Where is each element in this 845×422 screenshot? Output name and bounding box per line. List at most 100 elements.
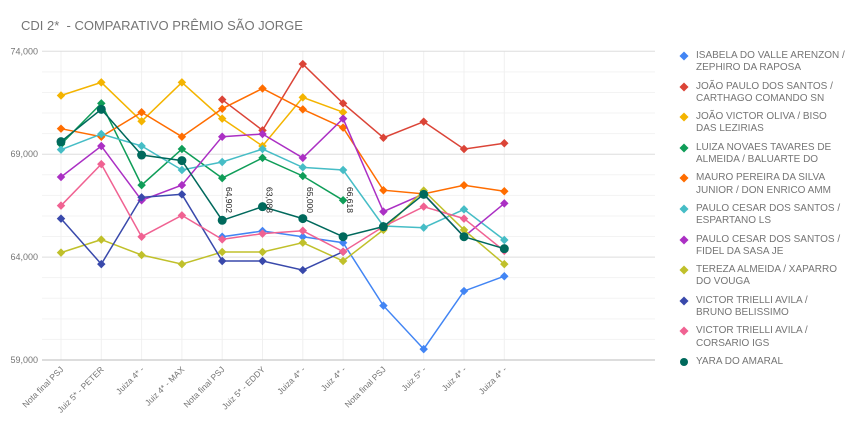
series-line — [222, 230, 505, 351]
legend-item[interactable]: JOÃO PAULO DOS SANTOS / CARTHAGO COMANDO… — [676, 81, 845, 106]
data-point — [459, 214, 469, 223]
diamond-marker-icon — [679, 82, 689, 92]
data-label: 66,618 — [345, 187, 355, 213]
data-point — [500, 139, 509, 148]
data-point — [137, 107, 146, 117]
data-point — [338, 99, 348, 108]
data-point — [217, 173, 227, 183]
data-point — [258, 202, 267, 212]
series-7 — [56, 114, 509, 241]
data-point — [338, 107, 348, 117]
data-point — [137, 193, 146, 202]
data-label: 65,000 — [305, 187, 315, 213]
data-point — [258, 84, 267, 93]
data-point — [177, 180, 187, 190]
data-point — [298, 265, 308, 275]
legend: ISABELA DO VALLE ARENZON / ZEPHIRO DA RA… — [676, 50, 845, 374]
series-4 — [56, 99, 348, 205]
legend-label: PAULO CESAR DOS SANTOS / ESPARTANO LS — [696, 202, 841, 227]
data-point — [378, 222, 388, 232]
legend-item[interactable]: PAULO CESAR DOS SANTOS / ESPARTANO LS — [676, 203, 845, 228]
series-line — [60, 162, 505, 253]
data-point — [97, 159, 106, 169]
data-point — [177, 165, 187, 175]
data-point — [137, 117, 146, 126]
y-tick-label: 74,000 — [10, 46, 38, 56]
data-point — [258, 229, 267, 238]
legend-label: PAULO CESAR DOS SANTOS / FIDEL DA SASA J… — [696, 233, 841, 257]
diamond-marker-icon — [679, 143, 689, 153]
data-point — [217, 157, 227, 167]
data-point — [459, 205, 469, 214]
data-point — [96, 104, 106, 114]
data-point — [500, 187, 509, 196]
legend-label: VICTOR TRIELLI AVILA / CORSARIO IGS — [696, 325, 808, 349]
x-tick-label: Nota final PSJ — [20, 364, 65, 409]
y-tick-label: 69,000 — [10, 149, 38, 159]
diamond-marker-icon — [679, 51, 689, 61]
data-point — [499, 244, 509, 254]
data-point — [217, 114, 227, 123]
data-point — [177, 144, 187, 154]
data-point — [177, 259, 187, 269]
data-point — [56, 137, 66, 147]
data-point — [459, 144, 469, 154]
legend-item[interactable]: MAURO PEREIRA DA SILVA JUNIOR / DON ENRI… — [676, 172, 845, 197]
data-point — [419, 202, 428, 211]
legend-label: ISABELA DO VALLE ARENZON / ZEPHIRO DA RA… — [696, 50, 845, 74]
legend-item[interactable]: YARA DO AMARAL — [676, 356, 845, 368]
data-point — [419, 344, 428, 354]
legend-label: VICTOR TRIELLI AVILA / BRUNO BELISSIMO — [696, 294, 808, 319]
data-point — [500, 199, 509, 208]
data-point — [258, 153, 267, 163]
data-point — [217, 247, 227, 257]
circle-marker-icon — [680, 357, 688, 366]
data-point — [298, 232, 308, 241]
series-line — [221, 62, 505, 150]
data-point — [379, 133, 388, 142]
data-point — [177, 211, 187, 220]
data-point — [298, 226, 308, 236]
chart-title: CDI 2* - COMPARATIVO PRÊMIO SÃO JORGE — [21, 18, 303, 33]
x-tick-label: Juiz 4* - — [319, 364, 348, 393]
x-tick-label: Juiz 5* - — [399, 364, 428, 393]
diamond-marker-icon — [679, 265, 689, 275]
data-point — [338, 165, 348, 175]
data-point — [177, 132, 187, 141]
diamond-marker-icon — [679, 173, 689, 183]
data-label: 63,088 — [265, 187, 275, 213]
legend-item[interactable]: ISABELA DO VALLE ARENZON / ZEPHIRO DA RA… — [676, 50, 845, 75]
legend-item[interactable]: TEREZA ALMEIDA / XAPARRO DO VOUGA — [676, 264, 845, 289]
data-point — [217, 95, 227, 104]
series-8 — [56, 186, 509, 269]
data-point — [298, 59, 308, 69]
legend-item[interactable]: LUIZA NOVAES TAVARES DE ALMEIDA / BALUAR… — [676, 142, 845, 167]
legend-label: MAURO PEREIRA DA SILVA JUNIOR / DON ENRI… — [696, 172, 832, 196]
data-point — [379, 301, 388, 310]
legend-item[interactable]: VICTOR TRIELLI AVILA / CORSARIO IGS — [676, 325, 845, 350]
data-point — [298, 238, 308, 247]
diamond-marker-icon — [679, 235, 689, 245]
legend-item[interactable]: VICTOR TRIELLI AVILA / BRUNO BELISSIMO — [676, 295, 845, 320]
data-point — [217, 256, 227, 266]
data-point — [459, 181, 469, 190]
data-point — [459, 232, 469, 242]
data-point — [500, 271, 509, 281]
data-point — [137, 232, 146, 241]
data-point — [338, 114, 348, 123]
x-tick-label: Nota final PSJ — [181, 364, 226, 409]
series-line — [60, 117, 505, 238]
data-point — [258, 247, 267, 257]
data-point — [500, 259, 509, 269]
legend-item[interactable]: JOÃO VICTOR OLIVA / BISO DAS LEZIRIAS — [676, 111, 845, 136]
series-line — [60, 102, 344, 201]
legend-item[interactable]: PAULO CESAR DOS SANTOS / FIDEL DA SASA J… — [676, 234, 845, 259]
data-point — [97, 141, 106, 151]
series-line — [60, 87, 505, 195]
legend-label: LUIZA NOVAES TAVARES DE ALMEIDA / BALUAR… — [696, 141, 832, 166]
data-point — [177, 190, 187, 199]
x-tick-label: Nota final PSJ — [343, 364, 388, 409]
data-point — [177, 156, 187, 166]
series-line — [60, 108, 505, 250]
